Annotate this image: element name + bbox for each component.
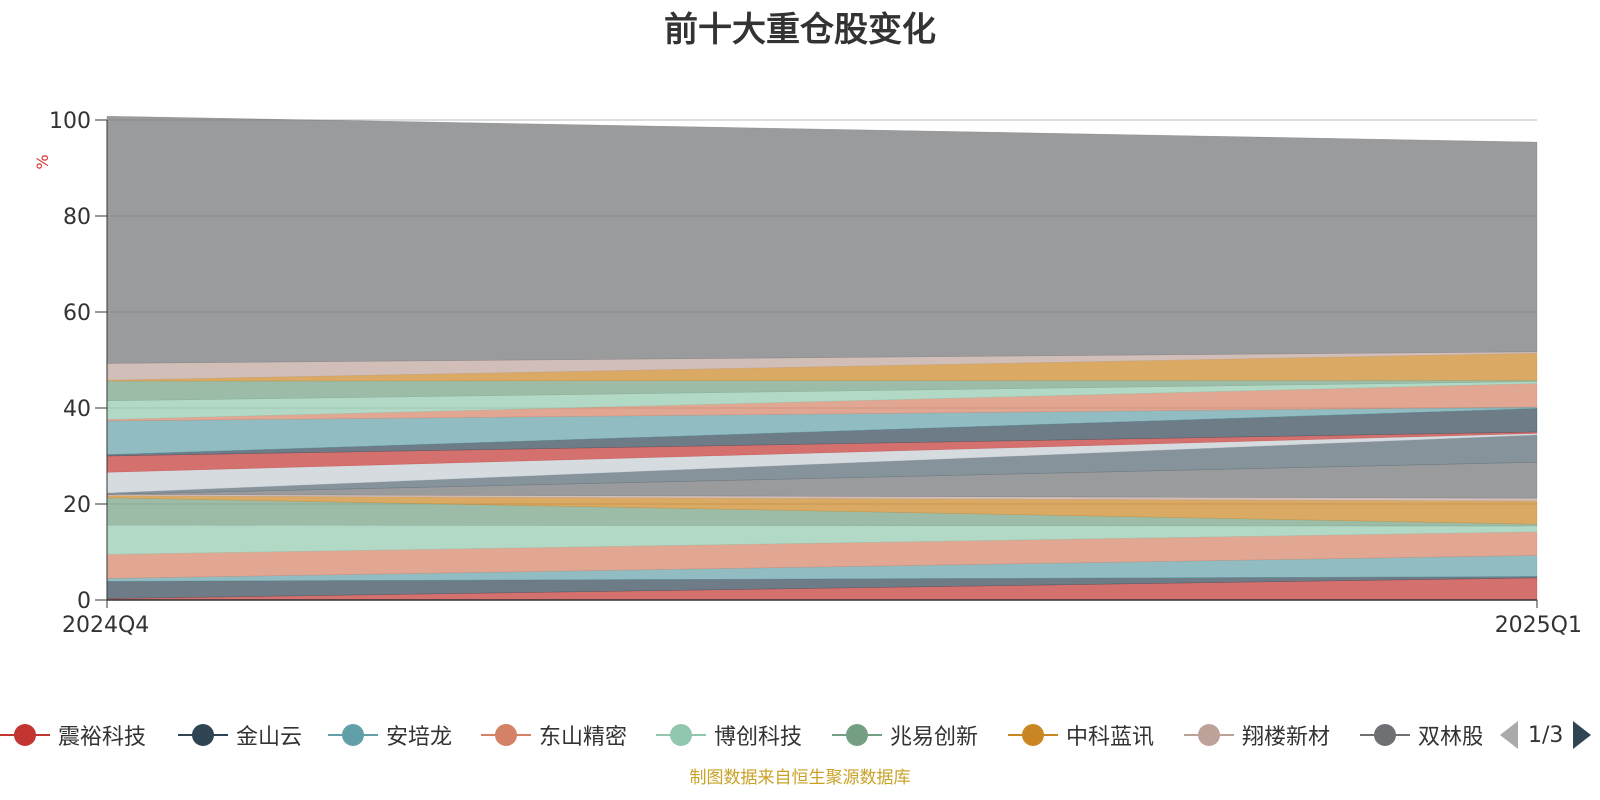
legend-swatch-icon [1184, 715, 1234, 755]
legend-swatch-icon [832, 715, 882, 755]
source-note: 制图数据来自恒生聚源数据库 [689, 768, 911, 788]
legend-next-page-icon[interactable] [1573, 721, 1592, 749]
chart-title: 前十大重仓股变化 [664, 10, 936, 50]
legend-page-indicator: 1/3 [1528, 722, 1564, 748]
legend-swatch-icon [328, 715, 378, 755]
legend-label: 震裕科技 [58, 725, 147, 750]
legend: 震裕科技 金山云 安培龙 东山精密 博创科技 兆易创新 中科蓝讯 翔楼新材 双林股份 1/3 [0, 715, 1600, 755]
legend-swatch-icon [481, 715, 531, 755]
legend-swatch-icon [1360, 715, 1410, 755]
legend-item[interactable]: 金山云 [178, 715, 302, 755]
legend-prev-page-icon[interactable] [1500, 721, 1518, 749]
y-tick-label: 100 [49, 109, 91, 134]
legend-item[interactable]: 东山精密 [481, 715, 627, 755]
legend-label: 中科蓝讯 [1066, 725, 1155, 750]
x-tick-label: 2024Q4 [62, 613, 149, 638]
legend-label: 金山云 [236, 725, 303, 750]
y-axis-label: % [33, 154, 52, 169]
legend-item[interactable]: 博创科技 [656, 715, 802, 755]
legend-swatch-icon [0, 715, 50, 755]
legend-swatch-icon [1008, 715, 1058, 755]
legend-label: 兆易创新 [890, 725, 979, 750]
y-tick-label: 60 [63, 301, 91, 326]
legend-label: 博创科技 [714, 725, 803, 750]
legend-pager: 1/3 [1500, 715, 1592, 755]
legend-item[interactable]: 翔楼新材 [1184, 715, 1330, 755]
legend-item[interactable]: 安培龙 [328, 715, 452, 755]
legend-item[interactable]: 兆易创新 [832, 715, 978, 755]
legend-item[interactable]: 双林股份 [1360, 715, 1482, 755]
area-series-19 [106, 115, 1538, 364]
legend-swatch-icon [656, 715, 706, 755]
legend-item[interactable]: 震裕科技 [0, 715, 146, 755]
y-tick-label: 40 [63, 397, 91, 422]
y-tick-label: 0 [77, 589, 91, 614]
legend-item[interactable]: 中科蓝讯 [1008, 715, 1154, 755]
legend-swatch-icon [178, 715, 228, 755]
area-series [106, 115, 1538, 601]
x-tick-label: 2025Q1 [1495, 613, 1582, 638]
axes: 0 20 40 60 80 100 2024Q4 2025Q1 [49, 109, 1582, 638]
legend-label: 东山精密 [539, 725, 628, 750]
legend-label: 双林股份 [1418, 725, 1482, 750]
legend-items: 震裕科技 金山云 安培龙 东山精密 博创科技 兆易创新 中科蓝讯 翔楼新材 双林股份 [0, 715, 1482, 755]
y-tick-label: 80 [63, 205, 91, 230]
y-tick-label: 20 [63, 493, 91, 518]
legend-label: 翔楼新材 [1242, 725, 1331, 750]
legend-label: 安培龙 [386, 725, 453, 750]
